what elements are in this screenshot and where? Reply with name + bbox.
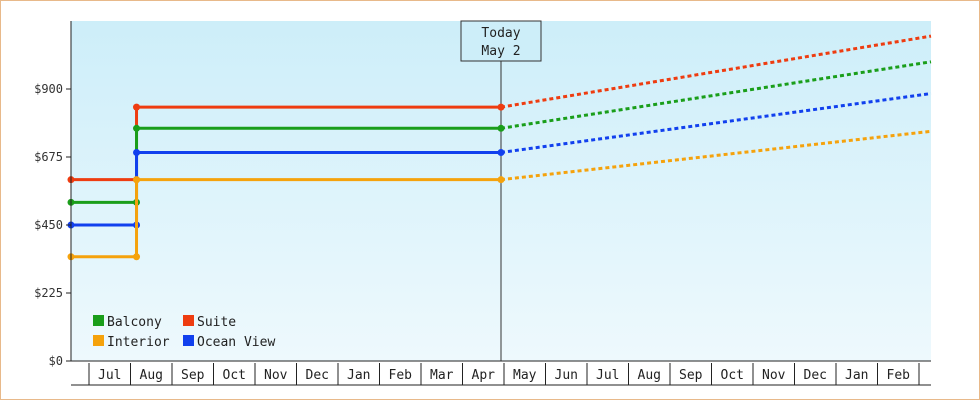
month-label: Dec <box>804 368 827 383</box>
month-label: Jun <box>555 368 578 383</box>
y-tick-label: $225 <box>34 286 63 300</box>
series-forecast-line <box>500 129 932 182</box>
series-actual-line <box>71 178 501 259</box>
data-point <box>133 176 141 184</box>
series-forecast-line <box>500 60 932 130</box>
data-point <box>497 124 505 132</box>
data-point <box>133 124 141 132</box>
y-tick-label: $675 <box>34 150 63 164</box>
data-point <box>133 103 141 111</box>
month-label: Apr <box>472 368 496 383</box>
legend-swatch <box>183 315 194 326</box>
month-label: Aug <box>638 368 661 383</box>
legend-label: Interior <box>107 335 170 350</box>
legend-label: Suite <box>197 315 236 330</box>
series-forecast-line <box>500 34 932 109</box>
legend-label: Balcony <box>107 315 162 330</box>
month-label: Nov <box>762 368 786 383</box>
month-label: Feb <box>389 368 413 383</box>
month-label: May <box>513 368 537 383</box>
month-label: Jul <box>596 368 619 383</box>
series-lines <box>67 34 932 261</box>
data-point <box>497 103 505 111</box>
series-forecast-line <box>500 92 932 154</box>
today-marker: Today May 2 <box>460 20 542 361</box>
month-label: Dec <box>306 368 329 383</box>
legend: Balcony Suite Interior Ocean View <box>93 315 275 350</box>
y-tick-label: $450 <box>34 218 63 232</box>
month-label: Jan <box>845 368 868 383</box>
legend-swatch <box>93 335 104 346</box>
month-label: Feb <box>887 368 911 383</box>
today-box <box>460 20 542 62</box>
data-point <box>497 176 505 184</box>
month-label: Jul <box>98 368 121 383</box>
data-point <box>133 148 141 156</box>
month-label: Oct <box>721 368 744 383</box>
month-label: Nov <box>264 368 288 383</box>
y-tick-label: $0 <box>49 354 63 368</box>
today-label-line1: Today <box>481 26 520 41</box>
month-label: Jan <box>347 368 370 383</box>
legend-label: Ocean View <box>197 335 275 350</box>
legend-swatch <box>93 315 104 326</box>
data-point <box>133 253 141 261</box>
y-tick-label: $900 <box>34 82 63 96</box>
month-label: Oct <box>223 368 246 383</box>
data-point <box>497 148 505 156</box>
month-label: Sep <box>679 368 703 383</box>
month-label: Aug <box>140 368 163 383</box>
month-label: Sep <box>181 368 205 383</box>
axes: $0 $225 $450 $675 $900 Jul Aug Sep Oct Nov Dec Jan F… <box>34 21 931 386</box>
series-interior <box>67 129 932 261</box>
month-label: Mar <box>430 368 454 383</box>
legend-swatch <box>183 335 194 346</box>
today-label-line2: May 2 <box>481 44 520 59</box>
